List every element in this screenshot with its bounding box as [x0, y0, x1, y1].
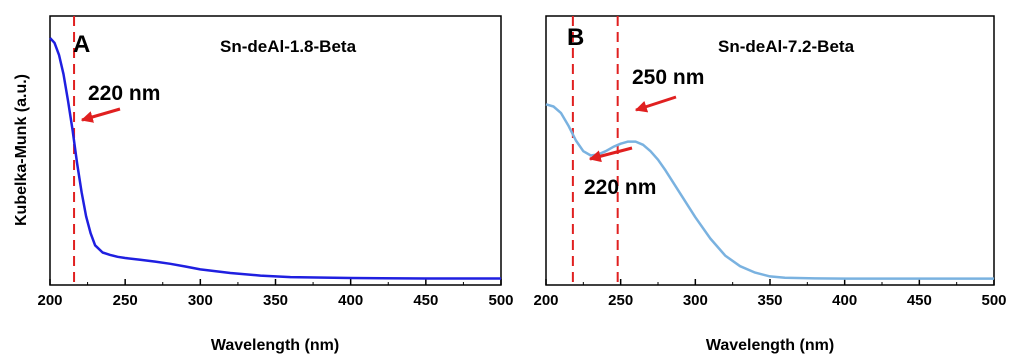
panel-a-annotation-arrow [80, 107, 121, 123]
panel-b-x-tick-label: 400 [832, 292, 857, 309]
panel-a-plot-frame [49, 15, 502, 286]
panel-a-x-tick-label: 450 [413, 292, 438, 309]
panel-b-x-tick-label: 500 [981, 292, 1006, 309]
panel-a-x-tick-label: 350 [263, 292, 288, 309]
panel-a-x-axis-label: Wavelength (nm) [211, 337, 339, 354]
panel-b-annotation-220nm: 220 nm [584, 176, 656, 199]
panel-a-y-axis-label: Kubelka-Munk (a.u.) [13, 74, 30, 226]
panel-a-x-tick-label: 250 [113, 292, 138, 309]
panel-b-annotation-250nm-arrow [634, 95, 677, 113]
panel-b-annotation-250nm: 250 nm [632, 66, 704, 89]
panel-b-x-tick-label: 350 [757, 292, 782, 309]
panel-b-chart: 200 250 300 350 400 450 500 B Sn-deAl-7.2-Beta… [533, 15, 1007, 354]
panel-b-x-tick-label: 200 [533, 292, 558, 309]
panel-b-plot-frame [545, 15, 995, 286]
panel-b-x-tick-label: 300 [683, 292, 708, 309]
panel-b-series-line [545, 103, 994, 280]
panel-b-x-axis: 200 250 300 350 400 450 500 [533, 279, 1007, 309]
panel-b-annotation-220nm-arrow [588, 146, 633, 163]
panel-a-series-line [49, 37, 501, 280]
panel-b-x-tick-label: 450 [907, 292, 932, 309]
panel-a-letter: A [73, 31, 90, 58]
panel-a-x-tick-label: 200 [37, 292, 62, 309]
panel-a-annotation-220nm: 220 nm [88, 82, 160, 105]
panel-b-x-axis-label: Wavelength (nm) [706, 337, 834, 354]
panel-b-letter: B [567, 24, 584, 51]
panel-a-x-tick-label: 500 [488, 292, 513, 309]
panel-b-title: Sn-deAl-7.2-Beta [718, 37, 855, 56]
panel-a-x-tick-label: 400 [338, 292, 363, 309]
panel-a-title: Sn-deAl-1.8-Beta [220, 37, 357, 56]
panel-b-x-tick-label: 250 [608, 292, 633, 309]
panel-a-x-tick-label: 300 [188, 292, 213, 309]
panel-a-x-axis: 200 250 300 350 400 450 500 [37, 279, 514, 309]
panel-a-chart: 200 250 300 350 400 450 500 A Sn-deAl-1.8-Beta… [13, 15, 514, 354]
